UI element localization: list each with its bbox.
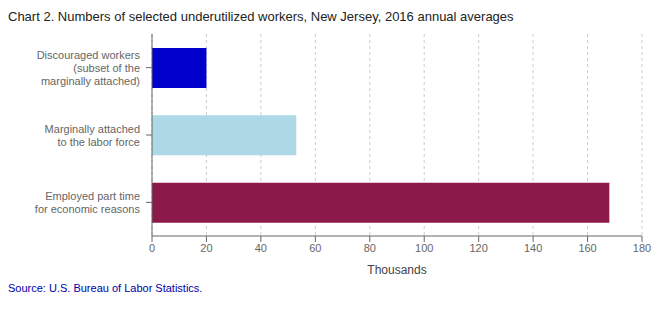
svg-text:80: 80 [364,242,376,254]
svg-text:160: 160 [578,242,596,254]
svg-text:0: 0 [149,242,155,254]
svg-text:100: 100 [415,242,433,254]
html-text:Source: U.S. Bureau of Labor S: Source: U.S. Bureau of Labor Statistics. [8,282,203,294]
svg-text:40: 40 [255,242,267,254]
svg-text:120: 120 [469,242,487,254]
svg-text:20: 20 [200,242,212,254]
svg-text:180: 180 [633,242,651,254]
svg-text:Employed part timefor economic: Employed part timefor economic reasons [35,190,141,215]
svg-text:Thousands: Thousands [367,263,426,277]
svg-text:140: 140 [524,242,542,254]
svg-text:Discouraged workers(subset of: Discouraged workers(subset of themargina… [37,49,141,87]
html-text:Chart 2. Numbers of selected u: Chart 2. Numbers of selected underutiliz… [8,9,514,24]
svg-text:60: 60 [309,242,321,254]
svg-text:Marginally attachedto the labo: Marginally attachedto the labor force [45,123,140,148]
